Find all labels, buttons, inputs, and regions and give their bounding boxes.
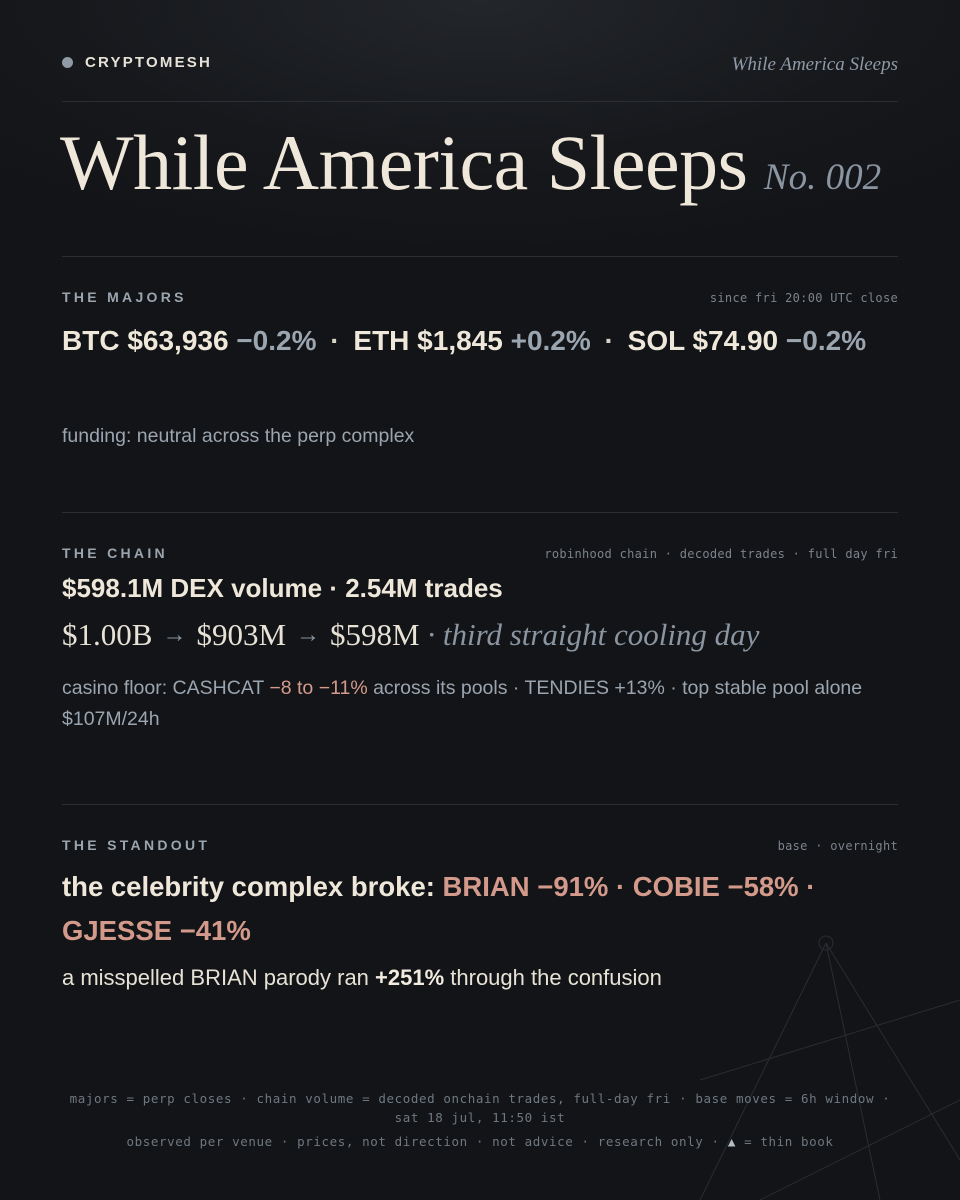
- arrow-right-icon: →: [162, 622, 187, 648]
- footer: majors = perp closes · chain volume = de…: [62, 1089, 898, 1151]
- issue-number: No. 002: [763, 157, 882, 198]
- sol-price: SOL $74.90: [627, 325, 779, 356]
- footer-disclaimer: observed per venue · prices, not directi…: [62, 1132, 898, 1151]
- standout-section: THE STANDOUT base · overnight the celebr…: [62, 837, 898, 1017]
- section-label: THE STANDOUT: [62, 837, 211, 853]
- casino-prefix: casino floor: CASHCAT: [62, 677, 270, 699]
- volume-day-1: $1.00B: [62, 617, 153, 652]
- headline: While America Sleeps No. 002: [60, 118, 881, 208]
- disclaimer-text: observed per venue · prices, not directi…: [126, 1134, 728, 1149]
- sub-prefix: a misspelled BRIAN parody ran: [62, 965, 376, 990]
- volume-day-3: $598M: [330, 617, 420, 652]
- btc-change: −0.2%: [236, 325, 317, 356]
- sol-change: −0.2%: [785, 325, 867, 356]
- divider: [62, 101, 898, 102]
- volume-flow: $1.00B → $903M → $598M · third straight cool…: [62, 617, 759, 653]
- majors-section: THE MAJORS since fri 20:00 UTC close BTC…: [62, 289, 898, 459]
- chain-headline: $598.1M DEX volume · 2.54M trades: [62, 573, 503, 603]
- divider: [62, 512, 898, 513]
- arrow-right-icon: →: [296, 622, 321, 648]
- warning-triangle-icon: ▲: [727, 1134, 736, 1149]
- eth-change: +0.2%: [510, 325, 591, 356]
- section-meta: since fri 20:00 UTC close: [709, 291, 898, 305]
- casino-suffix: across its pools · TENDIES +13% · top st…: [62, 677, 863, 730]
- section-meta: base · overnight: [777, 839, 898, 853]
- eth-price: ETH $1,845: [353, 325, 503, 356]
- legend-text: = thin book: [735, 1134, 834, 1149]
- footer-methodology: majors = perp closes · chain volume = de…: [69, 1091, 891, 1125]
- top-bar: CRYPTOMESH While America Sleeps: [62, 54, 898, 78]
- section-label: THE CHAIN: [62, 545, 168, 561]
- volume-day-2: $903M: [196, 617, 287, 652]
- chain-section: THE CHAIN robinhood chain · decoded trad…: [62, 545, 898, 755]
- parody-gain: +251%: [375, 965, 445, 990]
- section-label: THE MAJORS: [62, 289, 187, 305]
- standout-subline: a misspelled BRIAN parody ran +251% thro…: [62, 965, 662, 991]
- standout-headline: the celebrity complex broke: BRIAN −91% …: [62, 865, 898, 953]
- separator: ·: [330, 325, 340, 356]
- divider: [62, 256, 898, 257]
- flow-note: · third straight cooling day: [427, 617, 760, 652]
- majors-prices: BTC $63,936 −0.2% · ETH $1,845 +0.2% · S…: [62, 319, 882, 363]
- divider: [62, 804, 898, 805]
- casino-floor-note: casino floor: CASHCAT −8 to −11% across …: [62, 673, 898, 735]
- brand-dot-icon: [62, 57, 73, 68]
- cashcat-change: −8 to −11%: [269, 677, 368, 699]
- sub-suffix: through the confusion: [444, 965, 662, 990]
- funding-note: funding: neutral across the perp complex: [62, 425, 415, 447]
- brand: CRYPTOMESH: [62, 54, 212, 71]
- section-meta: robinhood chain · decoded trades · full …: [544, 547, 898, 561]
- brand-name: CRYPTOMESH: [85, 54, 213, 71]
- btc-price: BTC $63,936: [62, 325, 229, 356]
- celebrity-moves: BRIAN −91% · COBIE −58% · GJESSE −41%: [62, 871, 816, 946]
- page-title: While America Sleeps: [60, 119, 748, 206]
- standout-lead: the celebrity complex broke:: [62, 871, 443, 902]
- series-kicker: While America Sleeps: [731, 54, 898, 75]
- separator: ·: [604, 325, 614, 356]
